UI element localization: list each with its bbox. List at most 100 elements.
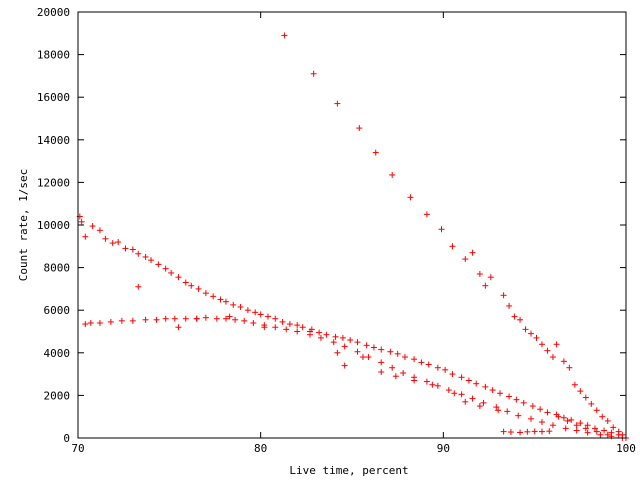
- data-point: [504, 408, 511, 415]
- x-axis-label: Live time, percent: [289, 464, 408, 477]
- data-point: [520, 399, 527, 406]
- data-point: [573, 422, 580, 429]
- data-point: [272, 324, 279, 331]
- data-point: [528, 330, 535, 337]
- data-point: [400, 370, 407, 377]
- data-point: [250, 319, 257, 326]
- data-point: [334, 349, 341, 356]
- data-point: [389, 364, 396, 371]
- data-point: [135, 283, 142, 290]
- data-point: [162, 265, 169, 272]
- data-point: [387, 348, 394, 355]
- data-point: [469, 395, 476, 402]
- data-point: [286, 321, 293, 328]
- y-tick-label: 16000: [37, 91, 70, 104]
- data-point: [354, 348, 361, 355]
- data-point: [378, 346, 385, 353]
- data-point: [507, 429, 514, 436]
- data-point: [96, 227, 103, 234]
- y-tick-label: 8000: [44, 262, 71, 275]
- data-point: [281, 32, 288, 39]
- data-point: [195, 285, 202, 292]
- data-point: [529, 403, 536, 410]
- y-tick-label: 18000: [37, 49, 70, 62]
- x-tick-label: 90: [437, 442, 450, 455]
- data-point: [500, 428, 507, 435]
- data-point: [202, 290, 209, 297]
- data-point: [476, 403, 483, 410]
- axis-ticks: [77, 11, 627, 439]
- data-point: [330, 339, 337, 346]
- data-point: [506, 393, 513, 400]
- data-point: [129, 246, 136, 253]
- data-point: [202, 314, 209, 321]
- data-point: [294, 328, 301, 335]
- data-point: [182, 279, 189, 286]
- x-tick-label: 100: [616, 442, 636, 455]
- data-points: [76, 32, 629, 441]
- data-point: [544, 347, 551, 354]
- data-point: [188, 282, 195, 289]
- data-point: [153, 316, 160, 323]
- data-point: [279, 318, 286, 325]
- data-point: [261, 324, 268, 331]
- data-point: [564, 417, 571, 424]
- data-point: [511, 313, 518, 320]
- data-point: [615, 431, 622, 438]
- data-point: [171, 315, 178, 322]
- data-point: [538, 341, 545, 348]
- data-point: [601, 427, 608, 434]
- data-point: [562, 425, 569, 432]
- data-point: [78, 218, 85, 225]
- data-point: [283, 326, 290, 333]
- data-point: [334, 100, 341, 107]
- data-point: [306, 328, 313, 335]
- data-point: [299, 324, 306, 331]
- data-point: [524, 428, 531, 435]
- plot-frame: [77, 11, 627, 439]
- data-point: [264, 313, 271, 320]
- data-point: [568, 416, 575, 423]
- data-point: [115, 239, 122, 246]
- data-point: [553, 341, 560, 348]
- data-point: [418, 359, 425, 366]
- data-point: [252, 309, 259, 316]
- data-point: [102, 235, 109, 242]
- data-point: [604, 431, 611, 438]
- data-point: [496, 390, 503, 397]
- y-tick-label: 6000: [44, 304, 71, 317]
- data-point: [193, 315, 200, 322]
- data-point: [438, 226, 445, 233]
- data-point: [389, 171, 396, 178]
- data-point: [365, 354, 372, 361]
- data-point: [175, 324, 182, 331]
- data-point: [316, 329, 323, 336]
- data-point: [513, 396, 520, 403]
- data-point: [517, 429, 524, 436]
- y-tick-label: 20000: [37, 6, 70, 19]
- data-point: [500, 292, 507, 299]
- data-point: [533, 334, 540, 341]
- data-point: [597, 431, 604, 438]
- data-point: [571, 381, 578, 388]
- data-point: [593, 428, 600, 435]
- data-point: [210, 293, 217, 300]
- data-point: [356, 125, 363, 132]
- data-point: [522, 326, 529, 333]
- data-point: [591, 425, 598, 432]
- data-point: [549, 354, 556, 361]
- data-point: [482, 383, 489, 390]
- y-tick-label: 12000: [37, 176, 70, 189]
- data-point: [577, 420, 584, 427]
- data-point: [213, 315, 220, 322]
- data-point: [341, 362, 348, 369]
- data-point: [122, 245, 129, 252]
- data-point: [493, 404, 500, 411]
- y-axis-label: Count rate, 1/sec: [17, 169, 30, 282]
- data-point: [310, 70, 317, 77]
- data-point: [434, 382, 441, 389]
- data-point: [347, 337, 354, 344]
- data-point: [546, 428, 553, 435]
- data-point: [610, 424, 617, 431]
- data-point: [449, 371, 456, 378]
